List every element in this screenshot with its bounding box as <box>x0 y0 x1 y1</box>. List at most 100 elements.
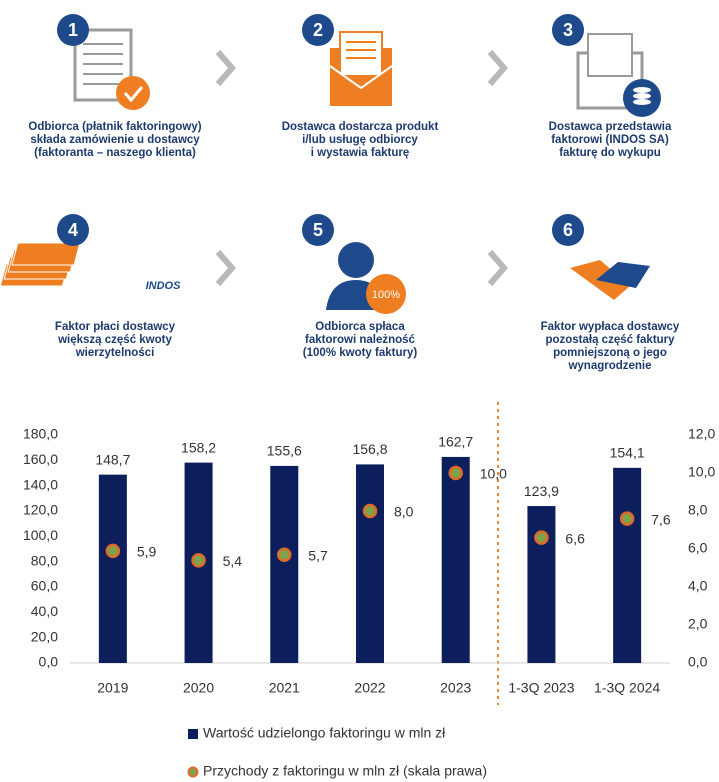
step-text: większą część kwoty <box>57 334 172 346</box>
y2-tick-label: 12,0 <box>688 426 715 442</box>
value-label: 6,6 <box>565 530 585 546</box>
icon <box>588 34 632 76</box>
y2-tick-label: 10,0 <box>688 464 715 480</box>
y-tick-label: 0,0 <box>39 654 59 670</box>
step-text: pomniejszoną o jego <box>553 347 667 359</box>
point <box>450 467 462 479</box>
y2-tick-label: 0,0 <box>688 654 708 670</box>
y-tick-label: 20,0 <box>31 628 58 644</box>
point <box>278 549 290 561</box>
step-number: 6 <box>563 220 573 240</box>
icon <box>338 242 374 278</box>
y-tick-label: 80,0 <box>31 552 58 568</box>
value-label: 5,4 <box>223 553 243 569</box>
value-label: 8,0 <box>394 504 414 520</box>
chevron <box>490 252 504 284</box>
value-label: 7,6 <box>651 511 671 527</box>
step-text: pozostałą część faktury <box>545 334 675 346</box>
step-text: faktorowi należność <box>305 334 416 346</box>
point <box>621 513 633 525</box>
step-number: 2 <box>313 20 323 40</box>
y-tick-label: 180,0 <box>23 426 58 442</box>
step-text: i wystawia fakturę <box>311 147 409 159</box>
step-number: 3 <box>563 20 573 40</box>
value-label: 148,7 <box>95 451 130 467</box>
point <box>193 554 205 566</box>
value-label: 154,1 <box>610 445 645 461</box>
bar <box>270 466 298 663</box>
y2-tick-label: 4,0 <box>688 578 708 594</box>
icon <box>340 32 382 76</box>
step-text: (100% kwoty faktury) <box>303 347 418 359</box>
y-tick-label: 120,0 <box>23 502 58 518</box>
chevron <box>490 52 504 84</box>
y-tick-label: 100,0 <box>23 527 58 543</box>
icon <box>116 76 150 110</box>
infographic: 1 Odbiorca (płatnik faktoringowy)składa z… <box>0 0 719 782</box>
icon-label: INDOS <box>146 280 182 292</box>
legend-label: Przychody z faktoringu w mln zł (skala p… <box>203 763 487 779</box>
value-label: 162,7 <box>438 434 473 450</box>
x-tick-label: 2022 <box>354 680 385 696</box>
bar <box>527 506 555 663</box>
bar <box>99 475 127 663</box>
y-tick-label: 60,0 <box>31 578 58 594</box>
icon <box>633 93 651 99</box>
step-number: 4 <box>68 220 78 240</box>
x-tick-label: 2020 <box>183 680 214 696</box>
x-tick-label: 2019 <box>97 680 128 696</box>
bar <box>613 468 641 663</box>
icon-label: 100% <box>372 289 400 301</box>
chevron <box>218 252 232 284</box>
y-tick-label: 160,0 <box>23 451 58 467</box>
point <box>107 545 119 557</box>
step: 1 Odbiorca (płatnik faktoringowy)składa z… <box>28 14 201 159</box>
step-text: wynagrodzenie <box>567 360 651 372</box>
legend-label: Wartość udzielongo faktoringu w mln zł <box>203 725 446 741</box>
value-label: 155,6 <box>267 443 302 459</box>
value-label: 10,0 <box>480 466 507 482</box>
legend-swatch <box>188 729 198 739</box>
step-text: Faktor wypłaca dostawcy <box>541 321 680 333</box>
y-tick-label: 140,0 <box>23 476 58 492</box>
bar <box>356 464 384 663</box>
x-tick-label: 1-3Q 2024 <box>594 680 660 696</box>
x-tick-label: 2023 <box>440 680 471 696</box>
value-label: 156,8 <box>352 441 387 457</box>
icon <box>633 99 651 105</box>
x-tick-label: 1-3Q 2023 <box>508 680 574 696</box>
chevron <box>218 52 232 84</box>
value-label: 5,7 <box>308 547 328 563</box>
point <box>535 532 547 544</box>
step-number: 1 <box>68 20 78 40</box>
step-text: (faktoranta – naszego klienta) <box>34 147 196 159</box>
y-tick-label: 40,0 <box>31 603 58 619</box>
value-label: 158,2 <box>181 439 216 455</box>
x-tick-label: 2021 <box>269 680 300 696</box>
value-label: 123,9 <box>524 483 559 499</box>
icon <box>633 87 651 93</box>
step-text: i/lub usługę odbiorcy <box>302 134 418 146</box>
step-text: składa zamówienie u dostawcy <box>30 134 200 146</box>
step-text: faktorowi (INDOS SA) <box>551 134 669 146</box>
y2-tick-label: 6,0 <box>688 540 708 556</box>
y2-tick-label: 2,0 <box>688 616 708 632</box>
step-text: Odbiorca (płatnik faktoringowy) <box>28 121 201 133</box>
value-label: 5,9 <box>137 544 157 560</box>
point <box>364 505 376 517</box>
step-text: Dostawca dostarcza produkt <box>282 121 439 133</box>
step-text: Faktor płaci dostawcy <box>55 321 176 333</box>
legend-swatch <box>189 768 198 777</box>
step-text: fakturę do wykupu <box>559 147 661 159</box>
step-text: Dostawca przedstawia <box>549 121 672 133</box>
y2-tick-label: 8,0 <box>688 502 708 518</box>
bar <box>442 457 470 663</box>
icon <box>12 243 80 265</box>
step-text: wierzytelności <box>75 347 155 359</box>
step-number: 5 <box>313 220 323 240</box>
